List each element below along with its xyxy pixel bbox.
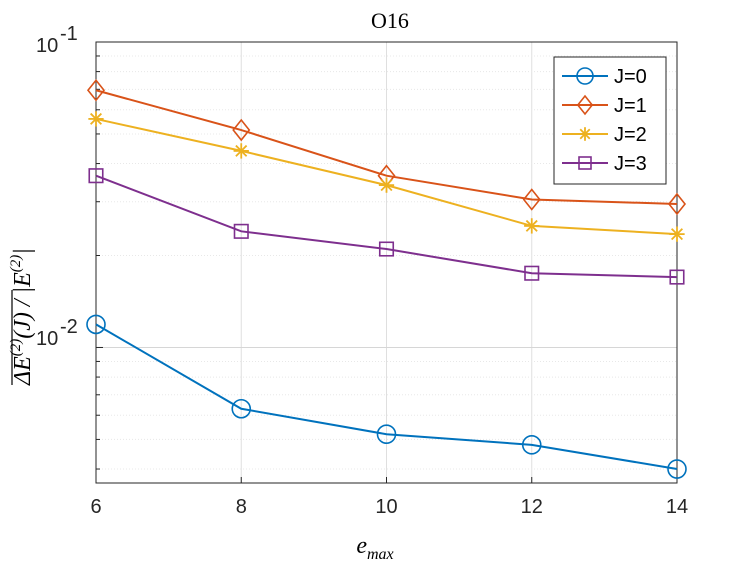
svg-text:emax: emax bbox=[356, 533, 393, 561]
legend-item: J=2 bbox=[562, 124, 647, 146]
data-point bbox=[231, 398, 252, 419]
plot-area-frame bbox=[95, 41, 678, 484]
data-point bbox=[378, 241, 395, 257]
legend-label: J=3 bbox=[614, 153, 647, 175]
data-point bbox=[376, 424, 397, 445]
series-J=0 bbox=[86, 314, 687, 479]
series-J=1 bbox=[86, 78, 687, 216]
legend: J=0 J=1 J=2 J=3 bbox=[553, 56, 667, 185]
data-point bbox=[86, 314, 106, 335]
series-J=2 bbox=[88, 111, 685, 242]
legend-label: J=1 bbox=[614, 95, 647, 117]
svg-text:ΔE(2)(J) / |E(2)|: ΔE(2)(J) / |E(2)| bbox=[8, 248, 36, 386]
series-layer bbox=[86, 78, 687, 479]
data-point bbox=[667, 459, 687, 479]
series-line bbox=[95, 89, 678, 205]
legend-label: J=0 bbox=[614, 66, 647, 88]
data-point bbox=[669, 269, 685, 285]
legend-item: J=3 bbox=[562, 153, 647, 175]
series-J=3 bbox=[88, 168, 685, 285]
x-tick-label: 10 bbox=[375, 496, 397, 518]
svg-text:-1: -1 bbox=[60, 23, 78, 45]
series-line bbox=[95, 323, 678, 471]
chart-title: O16 bbox=[371, 8, 409, 33]
legend-item: J=0 bbox=[562, 66, 647, 88]
x-tick-label: 12 bbox=[521, 496, 543, 518]
data-point bbox=[524, 265, 540, 281]
y-axis-label: ΔE(2)(J) / |E(2)| bbox=[8, 248, 36, 386]
y-tick-label-bottom: 10 -2 bbox=[36, 316, 78, 350]
legend-item: J=1 bbox=[562, 94, 647, 117]
data-point bbox=[378, 177, 395, 193]
data-point bbox=[232, 118, 251, 142]
data-point bbox=[233, 223, 249, 239]
data-point bbox=[667, 192, 687, 216]
legend-label: J=2 bbox=[614, 124, 647, 146]
data-point bbox=[86, 78, 106, 102]
data-point bbox=[576, 94, 594, 116]
svg-text:-2: -2 bbox=[60, 316, 78, 338]
grid bbox=[95, 41, 678, 483]
svg-text:10: 10 bbox=[36, 328, 58, 350]
data-point bbox=[524, 218, 540, 234]
data-point bbox=[521, 435, 542, 455]
data-point bbox=[233, 143, 249, 159]
x-axis-label: emax bbox=[356, 533, 393, 561]
data-point bbox=[88, 111, 104, 127]
data-point bbox=[578, 156, 592, 170]
y-tick-label-top: 10 -1 bbox=[36, 23, 78, 57]
x-tick-label: 6 bbox=[90, 496, 101, 518]
series-line bbox=[95, 174, 678, 279]
data-point bbox=[522, 188, 541, 211]
svg-text:10: 10 bbox=[36, 35, 58, 57]
data-point bbox=[578, 127, 592, 141]
data-point bbox=[576, 67, 594, 85]
x-tick-labels: 6 8 10 12 14 bbox=[90, 496, 688, 518]
x-tick-label: 14 bbox=[666, 496, 688, 518]
data-point bbox=[669, 226, 685, 242]
x-tick-label: 8 bbox=[236, 496, 247, 518]
data-point bbox=[88, 168, 104, 184]
